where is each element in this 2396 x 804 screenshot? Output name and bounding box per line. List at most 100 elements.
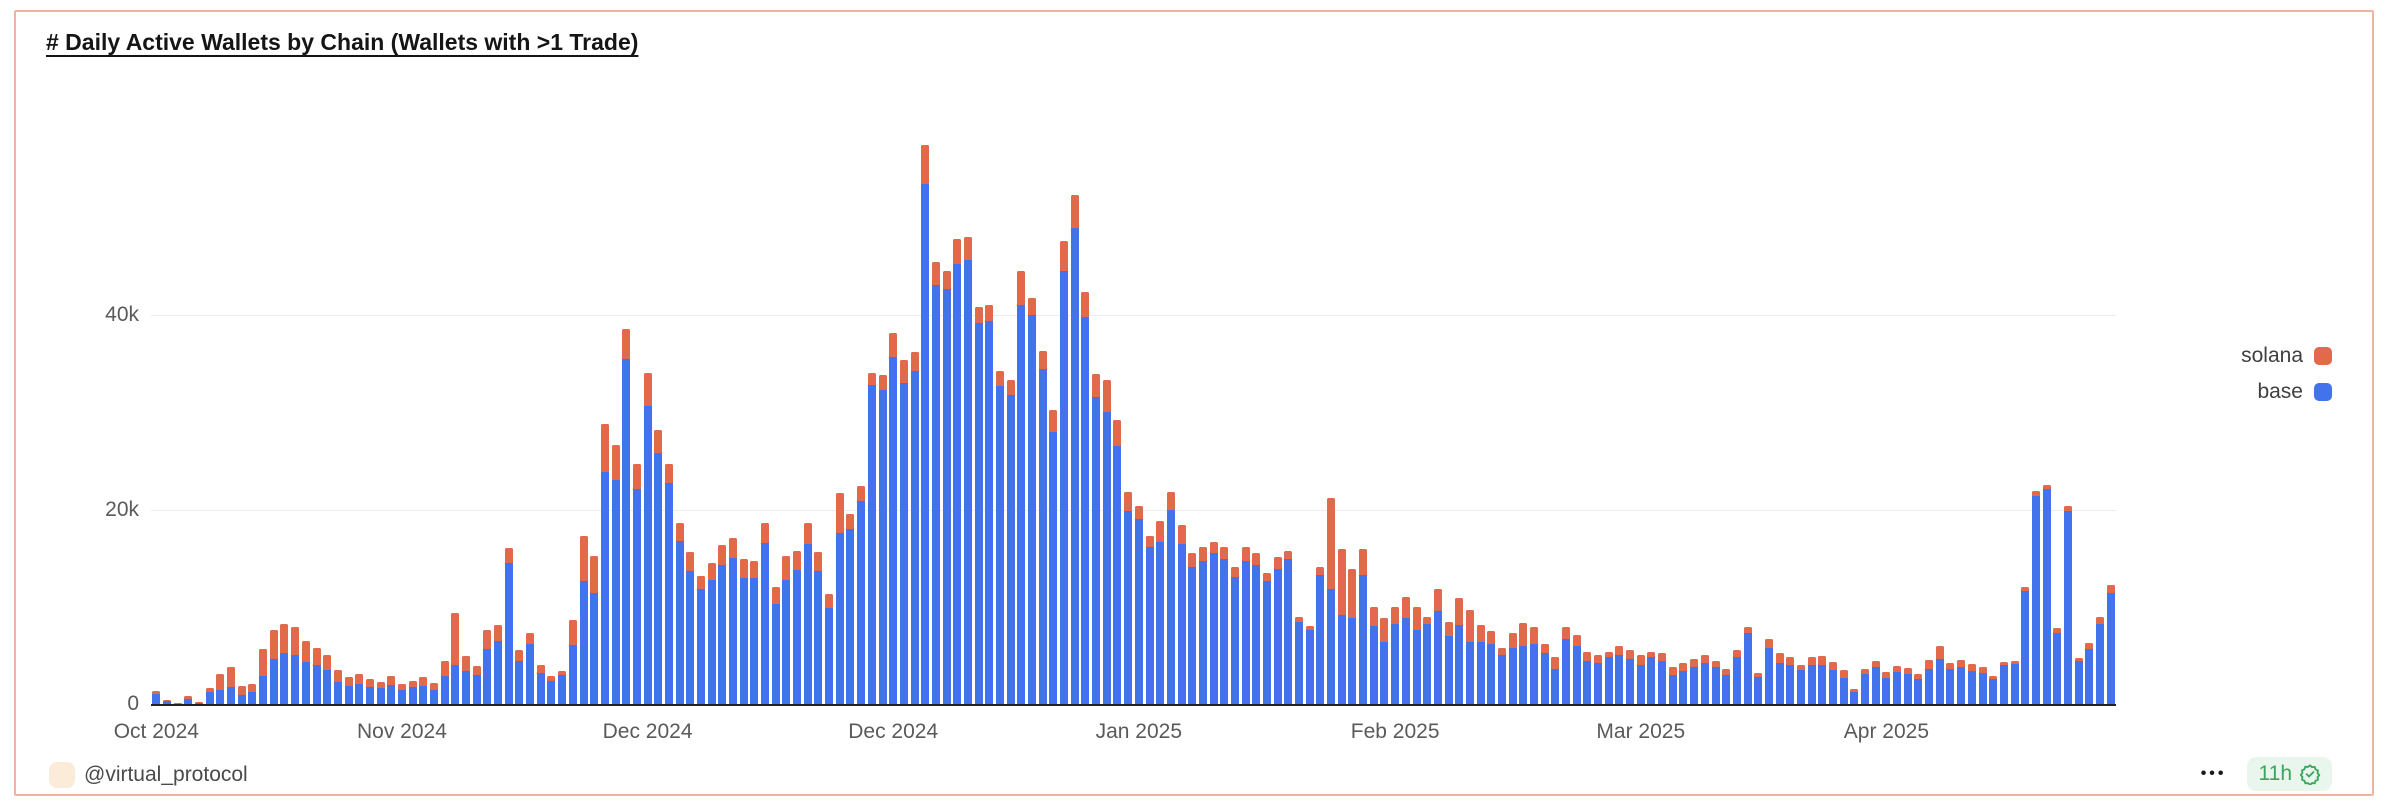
stacked-bar[interactable] [1070, 194, 1079, 704]
stacked-bar[interactable] [2063, 505, 2072, 704]
stacked-bar[interactable] [1722, 669, 1731, 704]
stacked-bar[interactable] [696, 575, 705, 704]
stacked-bar[interactable] [963, 237, 972, 704]
stacked-bar[interactable] [1337, 549, 1346, 704]
stacked-bar[interactable] [365, 678, 374, 704]
stacked-bar[interactable] [173, 702, 182, 704]
stacked-bar[interactable] [1081, 291, 1090, 704]
stacked-bar[interactable] [632, 463, 641, 704]
stacked-bar[interactable] [1796, 665, 1805, 704]
stacked-bar[interactable] [1647, 651, 1656, 704]
stacked-bar[interactable] [1925, 660, 1934, 704]
stacked-bar[interactable] [846, 514, 855, 704]
stacked-bar[interactable] [536, 665, 545, 704]
stacked-bar[interactable] [1604, 651, 1613, 704]
stacked-bar[interactable] [1359, 549, 1368, 704]
stacked-bar[interactable] [355, 673, 364, 704]
stacked-bar[interactable] [1978, 667, 1987, 704]
stacked-bar[interactable] [248, 683, 257, 704]
stacked-bar[interactable] [1807, 657, 1816, 704]
stacked-bar[interactable] [1145, 535, 1154, 704]
stacked-bar[interactable] [1369, 606, 1378, 704]
stacked-bar[interactable] [2074, 658, 2083, 704]
stacked-bar[interactable] [1540, 643, 1549, 704]
stacked-bar[interactable] [814, 552, 823, 704]
stacked-bar[interactable] [1252, 553, 1261, 704]
stacked-bar[interactable] [1220, 547, 1229, 704]
stacked-bar[interactable] [205, 688, 214, 704]
stacked-bar[interactable] [782, 556, 791, 704]
freshness-badge[interactable]: 11h [2246, 757, 2332, 791]
stacked-bar[interactable] [1262, 572, 1271, 704]
stacked-bar[interactable] [643, 373, 652, 704]
stacked-bar[interactable] [1786, 657, 1795, 704]
stacked-bar[interactable] [942, 271, 951, 704]
stacked-bar[interactable] [1295, 616, 1304, 704]
stacked-bar[interactable] [600, 423, 609, 704]
stacked-bar[interactable] [1156, 521, 1165, 704]
stacked-bar[interactable] [483, 630, 492, 704]
stacked-bar[interactable] [1700, 655, 1709, 704]
stacked-bar[interactable] [761, 523, 770, 704]
stacked-bar[interactable] [867, 373, 876, 704]
stacked-bar[interactable] [397, 683, 406, 704]
stacked-bar[interactable] [1732, 649, 1741, 704]
stacked-bar[interactable] [301, 640, 310, 704]
more-menu-button[interactable]: ••• [2200, 765, 2227, 782]
stacked-bar[interactable] [1049, 410, 1058, 704]
stacked-bar[interactable] [1658, 653, 1667, 704]
stacked-bar[interactable] [985, 305, 994, 704]
stacked-bar[interactable] [1412, 606, 1421, 704]
stacked-bar[interactable] [1967, 664, 1976, 704]
stacked-bar[interactable] [1562, 627, 1570, 704]
stacked-bar[interactable] [312, 647, 321, 704]
stacked-bar[interactable] [1284, 551, 1293, 704]
stacked-bar[interactable] [1508, 633, 1517, 704]
stacked-bar[interactable] [1679, 663, 1688, 704]
stacked-bar[interactable] [931, 261, 940, 704]
stacked-bar[interactable] [889, 332, 898, 704]
stacked-bar[interactable] [1668, 667, 1677, 704]
stacked-bar[interactable] [2053, 628, 2062, 704]
stacked-bar[interactable] [1882, 671, 1891, 704]
stacked-bar[interactable] [1230, 566, 1239, 704]
stacked-bar[interactable] [953, 239, 962, 704]
stacked-bar[interactable] [803, 523, 812, 704]
stacked-bar[interactable] [387, 675, 396, 704]
stacked-bar[interactable] [1551, 657, 1560, 704]
stacked-bar[interactable] [526, 633, 535, 704]
stacked-bar[interactable] [1124, 492, 1133, 704]
stacked-bar[interactable] [1519, 623, 1528, 704]
stacked-bar[interactable] [1572, 634, 1581, 704]
stacked-bar[interactable] [1615, 645, 1624, 704]
stacked-bar[interactable] [2085, 642, 2094, 704]
stacked-bar[interactable] [664, 463, 673, 704]
stacked-bar[interactable] [771, 587, 780, 704]
stacked-bar[interactable] [1711, 661, 1720, 704]
stacked-bar[interactable] [1828, 662, 1837, 704]
stacked-bar[interactable] [1850, 689, 1859, 704]
stacked-bar[interactable] [344, 676, 353, 704]
stacked-bar[interactable] [835, 493, 844, 704]
stacked-bar[interactable] [1957, 660, 1966, 704]
stacked-bar[interactable] [1775, 653, 1784, 704]
stacked-bar[interactable] [1102, 380, 1111, 704]
stacked-bar[interactable] [1177, 525, 1186, 704]
stacked-bar[interactable] [227, 667, 236, 704]
stacked-bar[interactable] [1893, 666, 1902, 704]
stacked-bar[interactable] [1092, 374, 1101, 704]
stacked-bar[interactable] [1946, 663, 1955, 704]
stacked-bar[interactable] [2106, 585, 2115, 704]
stacked-bar[interactable] [558, 670, 567, 704]
stacked-bar[interactable] [1989, 675, 1998, 704]
stacked-bar[interactable] [590, 556, 599, 704]
stacked-bar[interactable] [184, 696, 193, 704]
stacked-bar[interactable] [707, 563, 716, 704]
stacked-bar[interactable] [1476, 625, 1485, 704]
stacked-bar[interactable] [1636, 655, 1645, 704]
stacked-bar[interactable] [494, 625, 503, 704]
stacked-bar[interactable] [579, 535, 588, 704]
stacked-bar[interactable] [1166, 492, 1175, 704]
stacked-bar[interactable] [1028, 297, 1037, 704]
stacked-bar[interactable] [1391, 606, 1400, 704]
